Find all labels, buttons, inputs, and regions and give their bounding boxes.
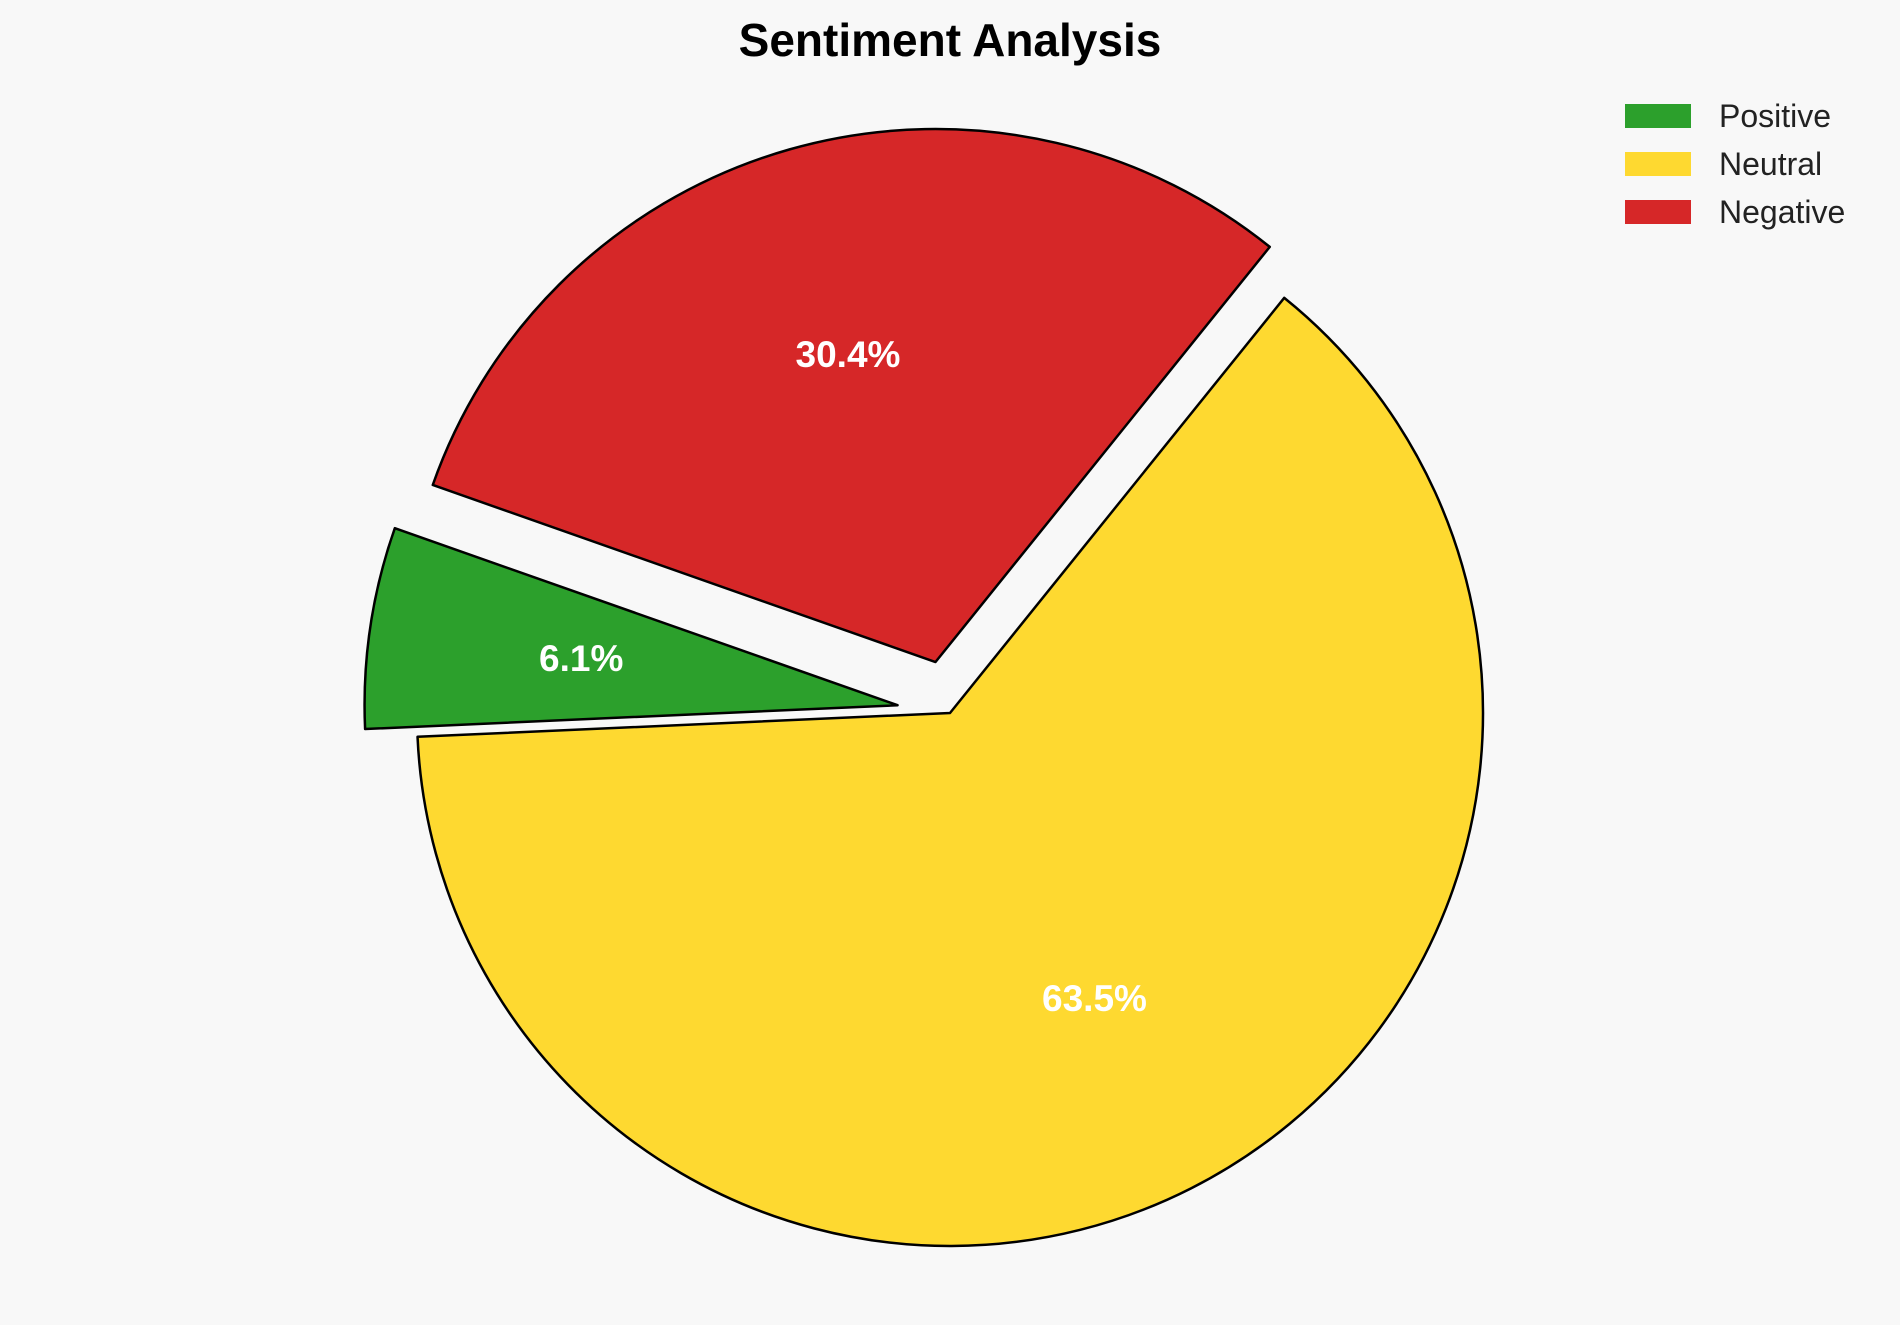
- legend-label-positive: Positive: [1719, 98, 1831, 134]
- slice-label-negative: 30.4%: [796, 334, 901, 375]
- pie-slices: [363, 127, 1485, 1248]
- legend-swatch-negative: [1625, 200, 1691, 224]
- chart-title: Sentiment Analysis: [739, 14, 1162, 66]
- legend: Positive Neutral Negative: [1625, 98, 1845, 230]
- legend-label-neutral: Neutral: [1719, 146, 1822, 182]
- slice-label-positive: 6.1%: [539, 638, 623, 679]
- legend-label-negative: Negative: [1719, 194, 1845, 230]
- legend-swatch-neutral: [1625, 152, 1691, 176]
- legend-swatch-positive: [1625, 104, 1691, 128]
- pie-slice-positive: [363, 526, 899, 731]
- slice-labels: 6.1% 63.5% 30.4%: [539, 334, 1147, 1019]
- slice-label-neutral: 63.5%: [1042, 978, 1147, 1019]
- pie-slice-negative: [431, 127, 1272, 664]
- pie-slice-neutral: [416, 296, 1485, 1248]
